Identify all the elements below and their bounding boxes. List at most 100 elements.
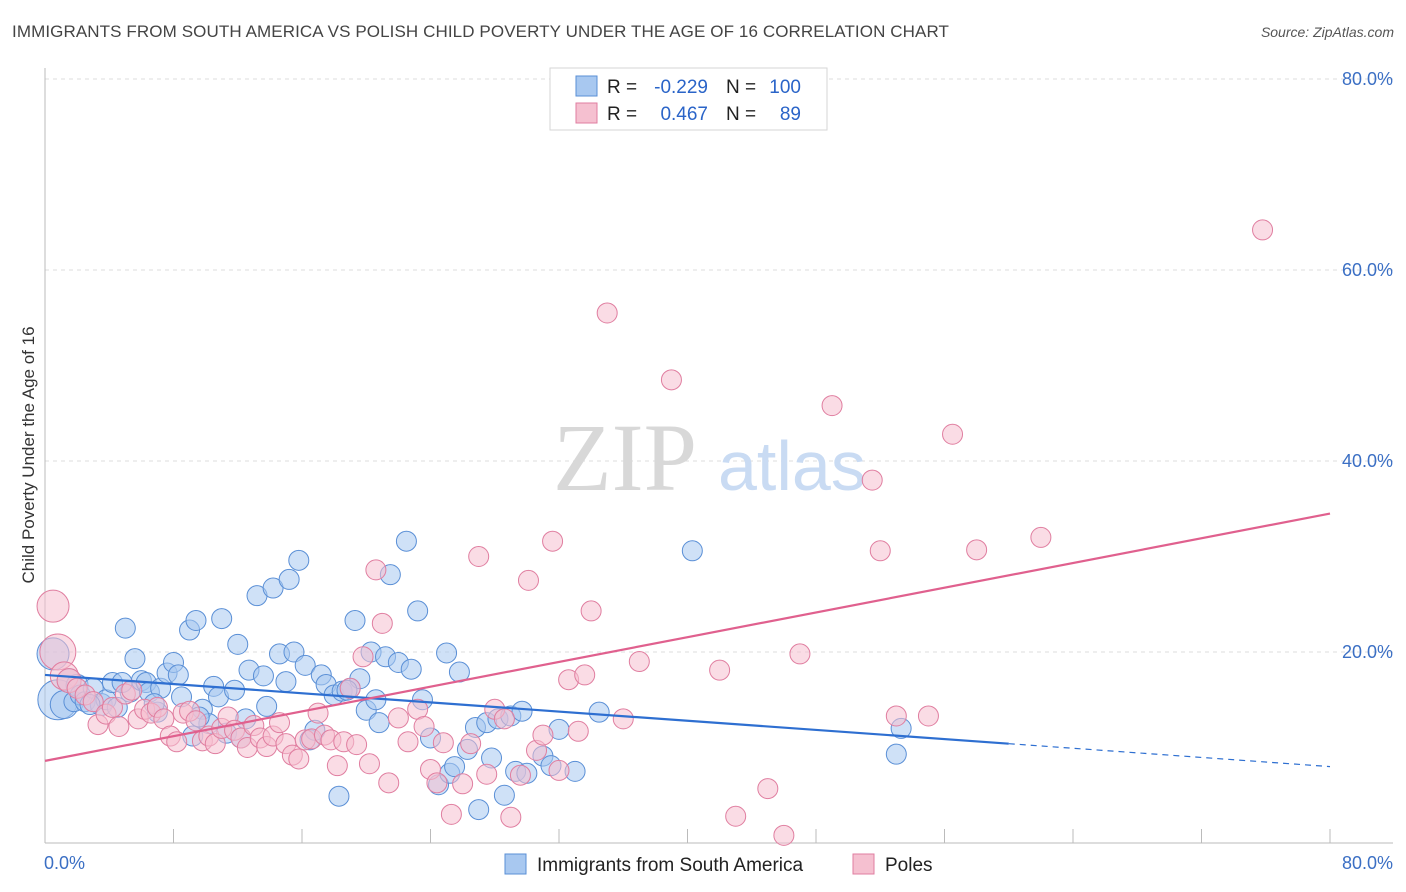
data-point [444,756,466,778]
data-point [493,708,515,730]
series-legend-item-poles[interactable]: Poles [852,853,933,876]
trend-line-south-america [44,673,1009,745]
legend-n-value-2: 89 [780,104,801,125]
trend-lines [44,512,1331,768]
y-tick-labels: 20.0% 40.0% 60.0% 80.0% [1342,69,1393,662]
data-point [869,540,891,562]
watermark-atlas: atlas [718,427,866,505]
series-label-poles: Poles [885,855,933,876]
data-point [167,664,189,686]
data-point [426,772,448,794]
data-point [288,748,310,770]
data-point [567,720,589,742]
legend-n-value-1: 100 [769,77,801,98]
data-point [821,395,843,417]
data-point [966,539,988,561]
data-point [378,772,400,794]
data-point [224,679,246,701]
chart-title: IMMIGRANTS FROM SOUTH AMERICA VS POLISH … [12,22,950,41]
watermark-zip: ZIP [553,404,697,511]
data-point [328,785,350,807]
data-point [468,546,490,567]
data-point [476,763,498,785]
chart-source: Source: ZipAtlas.com [1260,24,1394,40]
data-point [387,707,409,729]
legend-r-label-1: R = [607,77,637,98]
stats-legend-row-2: R = 0.467 N = 89 [575,102,801,125]
trend-line-poles [44,512,1331,762]
data-point [352,646,374,668]
x-tick-label-max: 80.0% [1342,853,1393,873]
data-point [660,369,682,391]
data-point [709,659,731,681]
data-point [517,569,539,591]
data-point [500,806,522,828]
data-point [681,540,703,562]
data-point [185,609,207,631]
data-point [124,648,146,670]
legend-n-label-2: N = [726,104,756,125]
legend-r-label-2: R = [607,104,637,125]
data-point [885,743,907,765]
data-point [256,695,278,717]
data-point [371,612,393,634]
series-points-south-america [36,530,912,821]
data-point [397,731,419,753]
data-point [436,642,458,664]
data-point [121,679,143,701]
series-legend: Immigrants from South America Poles [504,853,933,876]
data-point [452,773,474,795]
data-point [346,734,368,756]
data-point [262,577,284,599]
stats-legend: R = -0.229 N = 100 R = 0.467 N = 89 [549,67,828,131]
data-point [588,701,610,723]
data-point [344,609,366,631]
data-point [596,302,618,324]
data-point [413,715,435,737]
x-ticks [44,829,1331,843]
data-point [917,705,939,727]
x-tick-label-min: 0.0% [44,853,85,873]
series-label-south-america: Immigrants from South America [537,855,804,876]
series-points-poles [36,219,1274,846]
data-point [885,705,907,727]
data-point [1252,219,1274,241]
data-point [757,778,779,800]
data-point [339,677,361,699]
data-point [612,708,634,730]
data-point [548,759,570,781]
legend-r-value-2: 0.467 [660,104,708,125]
series-legend-item-south-america[interactable]: Immigrants from South America [504,853,804,876]
stats-legend-row-1: R = -0.229 N = 100 [575,75,801,98]
data-point [942,423,964,445]
trend-line-extension [1008,743,1331,768]
data-point [294,654,316,676]
data-point [542,530,564,552]
legend-swatch-blue [575,75,598,97]
data-point [440,803,462,825]
data-point [532,724,554,746]
data-point [36,589,70,623]
data-points [36,219,1274,846]
data-point [574,664,596,686]
data-point [288,549,310,571]
gridlines [45,78,1393,653]
data-point [725,805,747,827]
data-point [628,651,650,673]
data-point [252,665,274,687]
data-point [227,633,249,655]
y-tick-label: 80.0% [1342,69,1393,89]
data-point [789,643,811,665]
y-tick-label: 60.0% [1342,260,1393,280]
data-point [114,617,136,639]
data-point [432,732,454,754]
y-tick-label: 20.0% [1342,642,1393,662]
data-point [1030,526,1052,548]
data-point [400,658,422,680]
data-point [861,469,883,491]
data-point [511,700,533,722]
data-point [365,559,387,581]
data-point [773,824,795,846]
y-axis-label: Child Poverty Under the Age of 16 [19,326,38,583]
